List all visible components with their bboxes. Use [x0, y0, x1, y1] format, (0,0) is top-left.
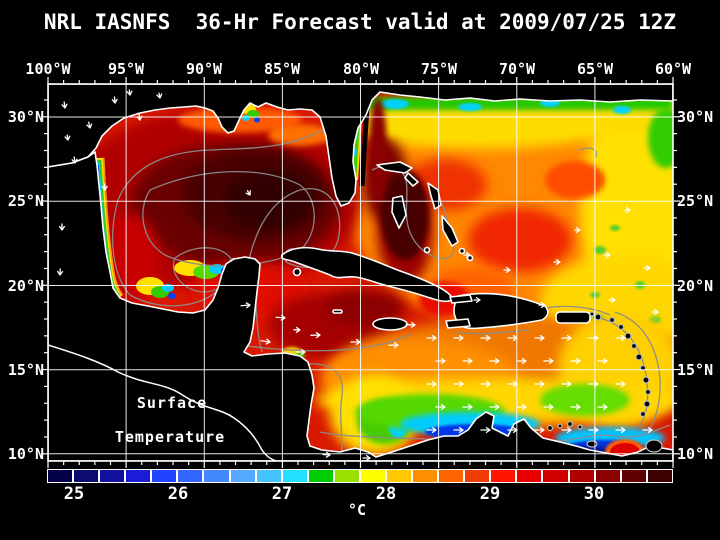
colorbar-tick-29: 29: [479, 484, 501, 504]
lat-label-right-30n: 30°N: [677, 108, 714, 126]
colorbar-bin: [334, 470, 359, 482]
colorbar-bin: [308, 470, 333, 482]
lat-label-left-10n: 10°N: [7, 445, 44, 463]
lon-label-80w: 80°W: [342, 60, 380, 78]
colorbar-bin: [100, 470, 125, 482]
land-lesser-antilles: [546, 311, 663, 453]
annotation-temperature: Temperature: [114, 428, 226, 446]
colorbar-tick-26: 26: [167, 484, 189, 504]
lat-label-left-25n: 25°N: [7, 192, 44, 210]
colorbar-bin: [517, 470, 542, 482]
axis-ticks: [41, 77, 680, 468]
colorbar-bin: [204, 470, 229, 482]
lat-label-left-20n: 20°N: [7, 277, 44, 295]
colorbar-tick-30: 30: [583, 484, 605, 504]
lat-label-right-20n: 20°N: [677, 277, 714, 295]
lon-label-90w: 90°W: [185, 60, 223, 78]
colorbar-unit: °C: [347, 501, 367, 519]
lon-label-60w: 60°W: [654, 60, 692, 78]
land-bahamas: [376, 161, 474, 262]
colorbar-bin: [48, 470, 73, 482]
lon-label-85w: 85°W: [263, 60, 301, 78]
colorbar-bin: [230, 470, 255, 482]
lat-label-right-15n: 15°N: [677, 361, 714, 379]
land-puerto-rico: [555, 311, 591, 324]
land-cayman: [332, 309, 343, 314]
lat-label-right-10n: 10°N: [677, 445, 714, 463]
land-jamaica: [372, 317, 408, 331]
colorbar-bin: [621, 470, 646, 482]
colorbar-tick-25: 25: [63, 484, 85, 504]
colorbar: [47, 469, 673, 483]
page-title: NRL IASNFS 36-Hr Forecast valid at 2009/…: [43, 10, 677, 34]
colorbar-bin: [439, 470, 464, 482]
colorbar-bin: [152, 470, 177, 482]
lat-label-left-15n: 15°N: [7, 361, 44, 379]
atlantic-field: [345, 84, 673, 345]
colorbar-bin: [387, 470, 412, 482]
caribbean-field: [268, 282, 673, 461]
gulf-of-mexico-field: [70, 107, 360, 318]
lon-label-100w: 100°W: [25, 60, 71, 78]
colorbar-bin: [491, 470, 516, 482]
colorbar-tick-28: 28: [375, 484, 397, 504]
lon-label-70w: 70°W: [498, 60, 536, 78]
lat-label-left-30n: 30°N: [7, 108, 44, 126]
colorbar-bin: [178, 470, 203, 482]
annotation-surface: Surface: [136, 394, 208, 412]
lon-label-65w: 65°W: [576, 60, 614, 78]
lat-label-right-25n: 25°N: [677, 192, 714, 210]
colorbar-bin: [413, 470, 438, 482]
lon-label-95w: 95°W: [107, 60, 145, 78]
land-isle-of-youth: [292, 267, 302, 277]
colorbar-bin: [74, 470, 99, 482]
colorbar-bin: [543, 470, 568, 482]
colorbar-tick-27: 27: [271, 484, 293, 504]
colorbar-bin: [360, 470, 386, 482]
lon-label-75w: 75°W: [420, 60, 458, 78]
pacific-coastline: [48, 344, 277, 461]
colorbar-bin: [126, 470, 151, 482]
colorbar-bin: [282, 470, 307, 482]
colorbar-bin: [595, 470, 620, 482]
graticule: [48, 84, 673, 461]
colorbar-bin: [569, 470, 594, 482]
colorbar-bin: [256, 470, 281, 482]
colorbar-bin: [647, 470, 672, 482]
land-cuba: [280, 246, 454, 303]
land-trinidad: [645, 439, 663, 453]
colorbar-bin: [465, 470, 490, 482]
current-arrows: [57, 89, 659, 461]
